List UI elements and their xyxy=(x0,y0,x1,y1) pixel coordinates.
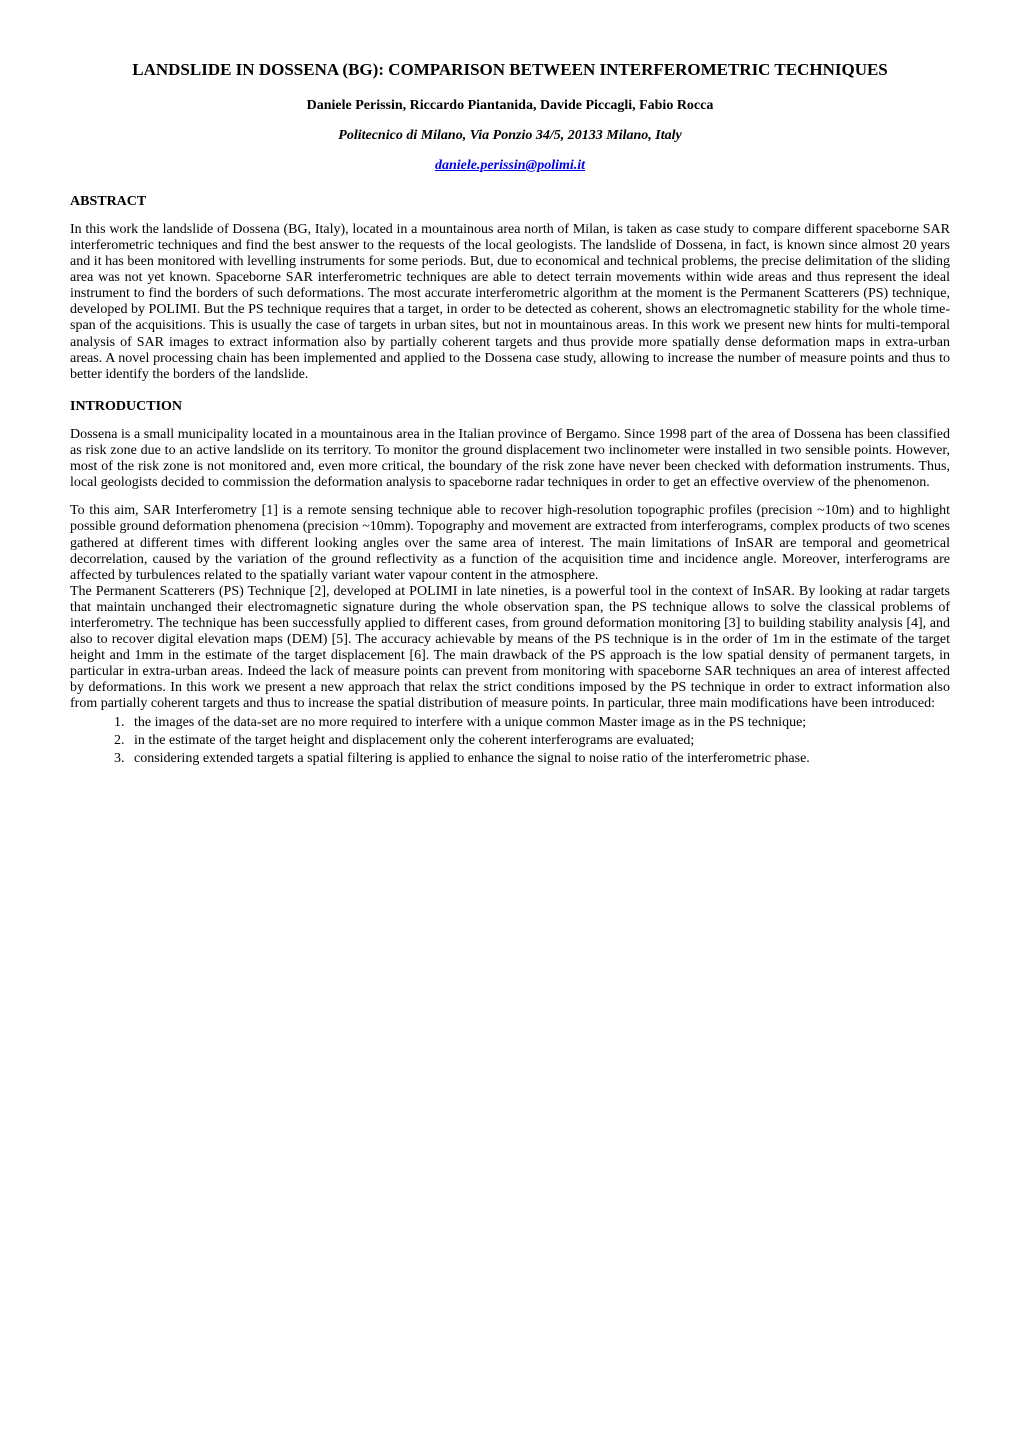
email-link[interactable]: daniele.perissin@polimi.it xyxy=(435,158,585,173)
affiliation-line: Politecnico di Milano, Via Ponzio 34/5, … xyxy=(70,128,950,144)
authors-line: Daniele Perissin, Riccardo Piantanida, D… xyxy=(70,98,950,114)
list-item: the images of the data-set are no more r… xyxy=(128,715,950,731)
abstract-paragraph: In this work the landslide of Dossena (B… xyxy=(70,222,950,383)
intro-paragraph-2: To this aim, SAR Interferometry [1] is a… xyxy=(70,503,950,583)
intro-paragraph-1: Dossena is a small municipality located … xyxy=(70,427,950,491)
email-line: daniele.perissin@polimi.it xyxy=(70,158,950,174)
list-item: in the estimate of the target height and… xyxy=(128,733,950,749)
abstract-heading: ABSTRACT xyxy=(70,194,950,210)
list-item: considering extended targets a spatial f… xyxy=(128,751,950,767)
introduction-heading: INTRODUCTION xyxy=(70,399,950,415)
modifications-list: the images of the data-set are no more r… xyxy=(70,715,950,767)
paper-title: LANDSLIDE IN DOSSENA (BG): COMPARISON BE… xyxy=(70,60,950,80)
intro-paragraph-3: The Permanent Scatterers (PS) Technique … xyxy=(70,584,950,713)
